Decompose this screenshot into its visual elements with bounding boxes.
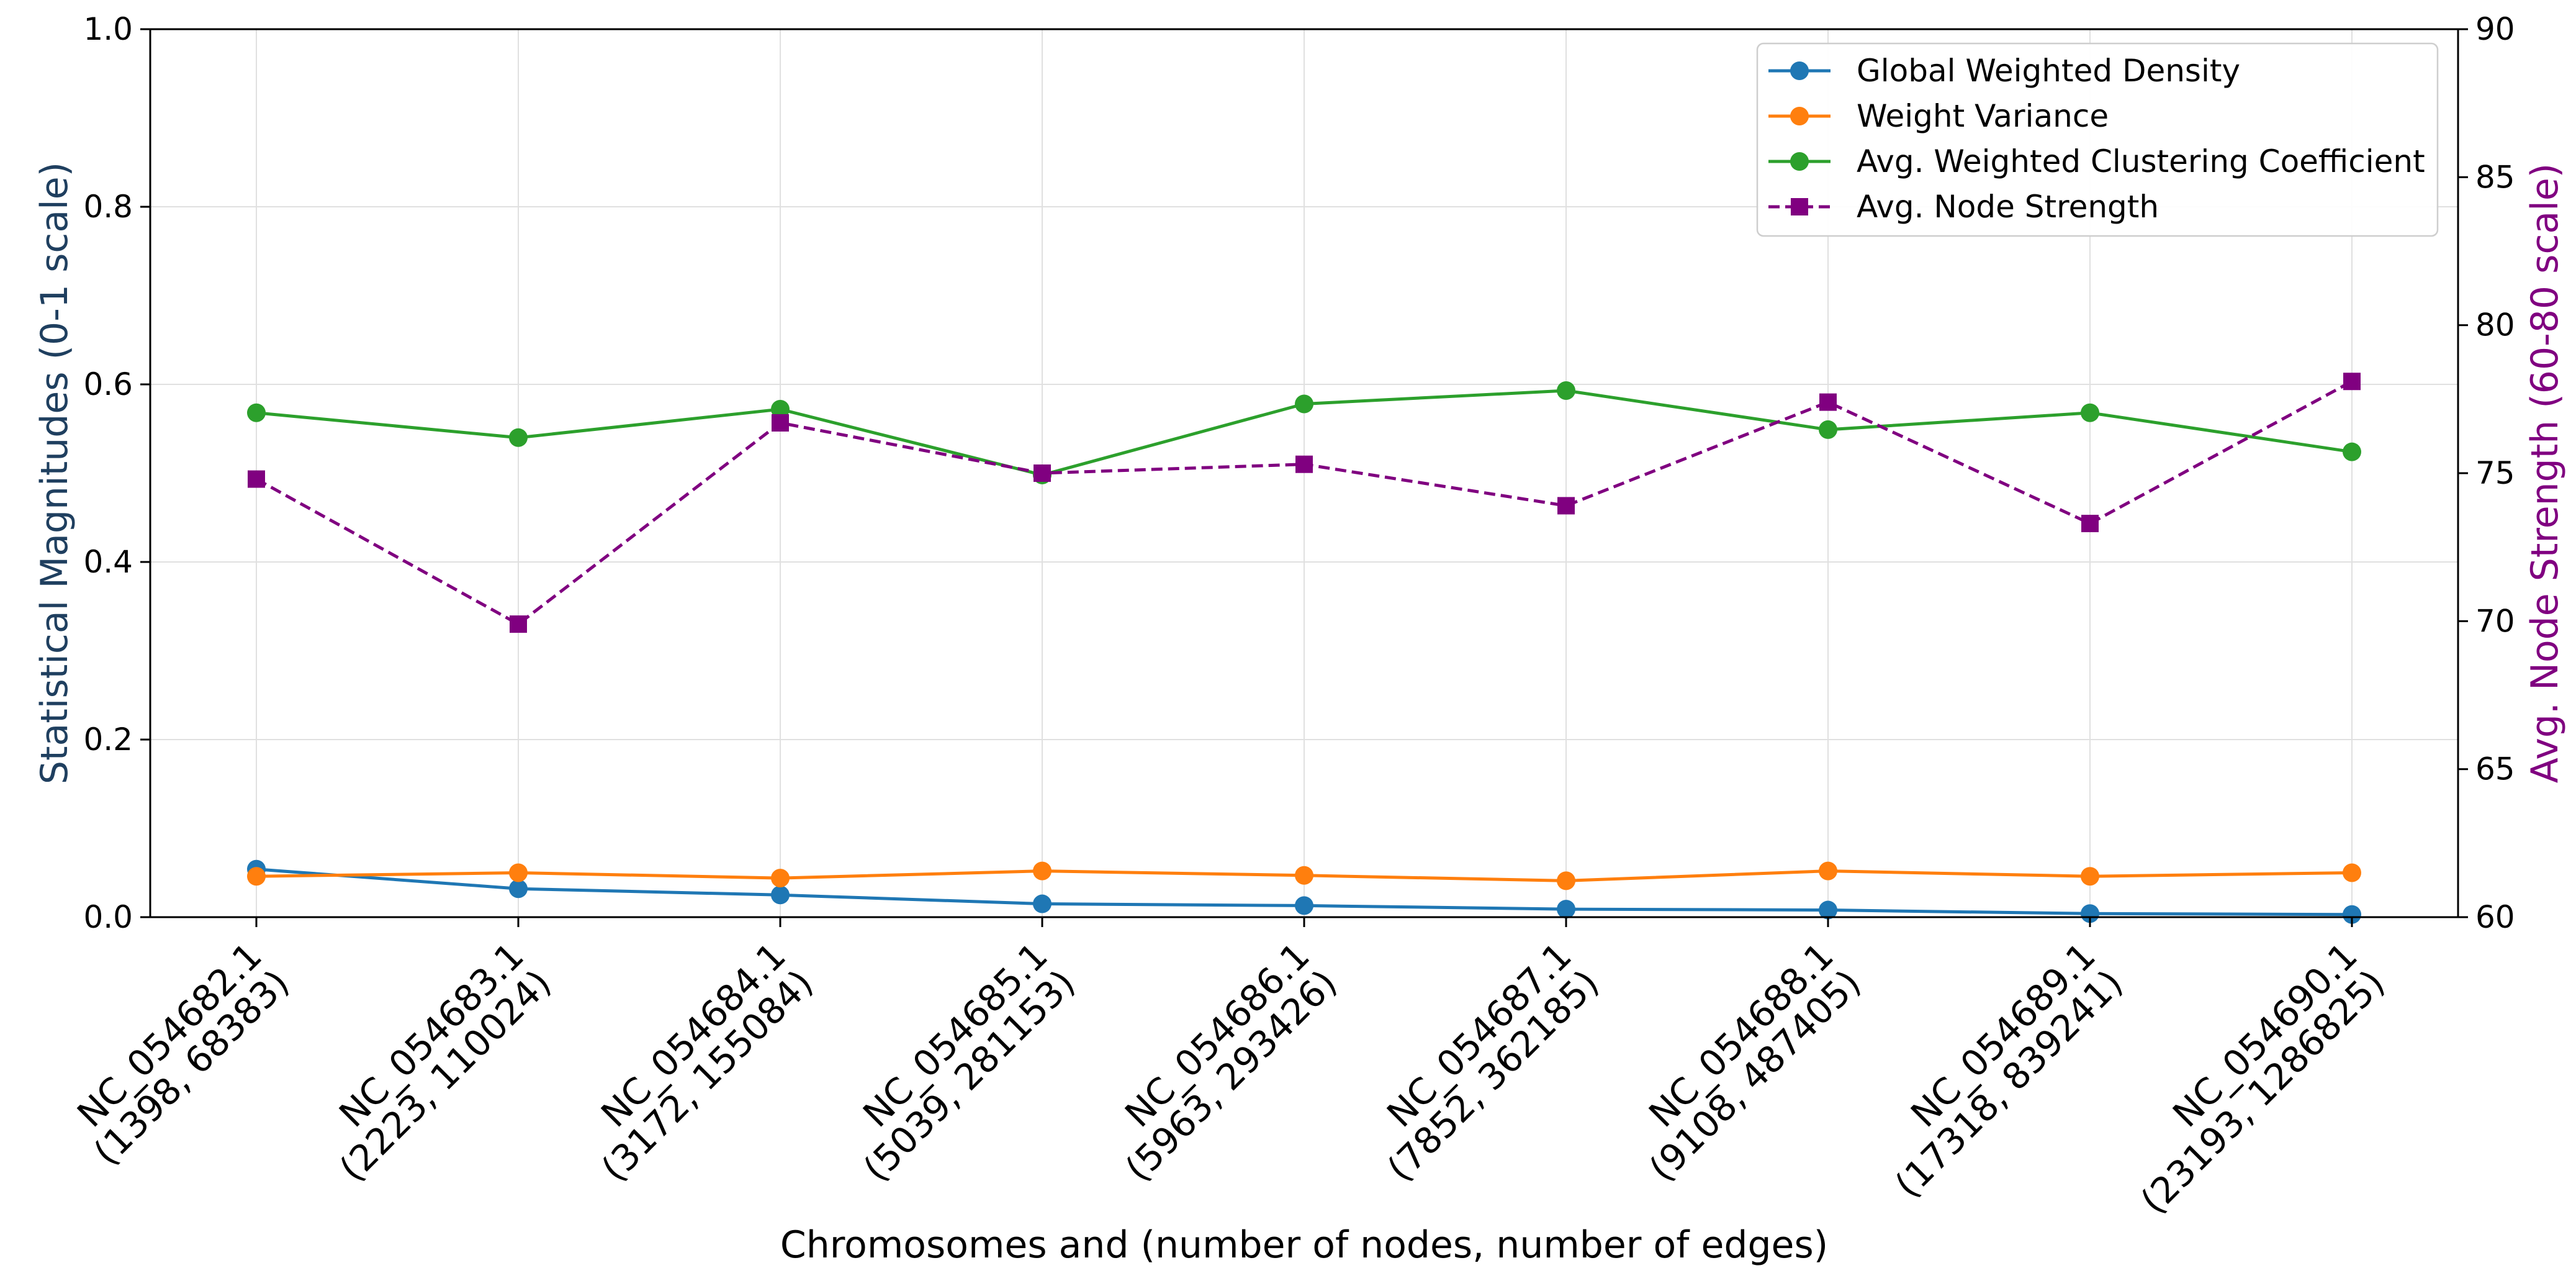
data-point bbox=[771, 869, 790, 888]
legend-label: Avg. Weighted Clustering Coefficient bbox=[1857, 143, 2425, 179]
legend-item: Global Weighted Density bbox=[1768, 53, 2240, 89]
right-y-tick-label: 90 bbox=[2475, 11, 2515, 47]
data-point bbox=[2343, 863, 2361, 882]
right-y-tick-label: 85 bbox=[2475, 159, 2515, 195]
data-point bbox=[1819, 861, 1837, 881]
x-tick-label-line: (23193, 1286825) bbox=[2132, 962, 2392, 1222]
x-tick-label: NC_054684.1(3172, 155084) bbox=[566, 935, 821, 1190]
data-point bbox=[1295, 394, 1313, 414]
right-y-tick-label: 70 bbox=[2475, 603, 2515, 639]
data-point bbox=[1819, 420, 1837, 439]
legend-marker bbox=[1790, 61, 1809, 80]
legend-marker bbox=[1790, 152, 1809, 171]
data-point bbox=[1295, 896, 1313, 915]
x-tick-label: NC_054688.1(9108, 487405) bbox=[1614, 935, 1869, 1190]
data-point bbox=[1557, 871, 1575, 890]
left-y-tick-label: 0.6 bbox=[83, 366, 133, 402]
left-axis-title: Statistical Magnitudes (0-1 scale) bbox=[33, 162, 76, 784]
data-point bbox=[2343, 442, 2361, 461]
data-point bbox=[2343, 373, 2361, 391]
data-point bbox=[509, 428, 528, 447]
data-point bbox=[247, 403, 266, 422]
data-point bbox=[1819, 393, 1837, 411]
right-y-tick-label: 80 bbox=[2475, 307, 2515, 343]
x-tick-label: NC_054686.1(5963, 293426) bbox=[1090, 935, 1345, 1190]
right-axis-title: Avg. Node Strength (60-80 scale) bbox=[2523, 163, 2567, 783]
data-point bbox=[772, 414, 789, 432]
x-tick-label: NC_054682.1(1398, 68383) bbox=[58, 935, 297, 1174]
right-y-tick-label: 65 bbox=[2475, 751, 2515, 787]
legend-marker bbox=[1791, 198, 1808, 215]
data-point bbox=[509, 863, 528, 882]
series-avg-node-strength bbox=[248, 373, 2361, 633]
data-point bbox=[2081, 867, 2099, 886]
data-point bbox=[1033, 894, 1052, 913]
data-point bbox=[1034, 464, 1051, 482]
data-point bbox=[1557, 497, 1575, 515]
x-tick-label: NC_054690.1(23193, 1286825) bbox=[2105, 935, 2393, 1222]
left-y-tick-label: 0.2 bbox=[83, 722, 133, 758]
legend-label: Weight Variance bbox=[1857, 98, 2109, 134]
x-tick-label-line: (17318, 839241) bbox=[1887, 962, 2131, 1206]
data-point bbox=[771, 400, 790, 419]
data-point bbox=[771, 885, 790, 905]
x-tick-label: NC_054687.1(7852, 362185) bbox=[1352, 935, 1607, 1190]
x-tick-label: NC_054685.1(5039, 281153) bbox=[828, 935, 1083, 1190]
right-y-axis: 60 65 70 75 80 85 90 bbox=[2458, 11, 2515, 935]
right-y-tick-label: 60 bbox=[2475, 899, 2515, 935]
x-tick-label: NC_054689.1(17318, 839241) bbox=[1860, 935, 2131, 1206]
legend-frame bbox=[1756, 42, 2439, 237]
x-axis-title: Chromosomes and (number of nodes, number… bbox=[780, 1223, 1828, 1267]
data-point bbox=[1557, 900, 1575, 919]
data-point bbox=[2081, 515, 2099, 533]
data-point bbox=[1295, 866, 1313, 885]
right-y-tick-label: 75 bbox=[2475, 455, 2515, 491]
x-tick-label: NC_054683.1(2223, 110024) bbox=[304, 935, 559, 1190]
left-y-tick-label: 1.0 bbox=[83, 11, 133, 47]
data-point bbox=[248, 470, 265, 488]
data-point bbox=[2081, 403, 2099, 422]
data-point bbox=[509, 879, 528, 899]
data-point bbox=[1033, 861, 1052, 881]
legend-item: Avg. Node Strength bbox=[1768, 189, 2159, 225]
series-layer bbox=[247, 373, 2361, 924]
legend: Global Weighted Density Weight Variance Av… bbox=[1756, 42, 2439, 237]
series-avg-weighted-clustering-coefficient bbox=[247, 381, 2361, 484]
data-point bbox=[1295, 455, 1313, 473]
legend-label: Global Weighted Density bbox=[1857, 53, 2240, 89]
series-global-weighted-density bbox=[247, 859, 2361, 924]
x-axis: NC_054682.1(1398, 68383) NC_054683.1(2223… bbox=[58, 917, 2393, 1222]
left-y-tick-label: 0.4 bbox=[83, 544, 133, 580]
left-y-axis: 0.0 0.2 0.4 0.6 0.8 1.0 bbox=[83, 11, 150, 935]
left-y-tick-label: 0.8 bbox=[83, 189, 133, 225]
data-point bbox=[510, 615, 527, 633]
legend-item: Weight Variance bbox=[1768, 98, 2109, 134]
data-point bbox=[2343, 905, 2361, 924]
series-weight-variance bbox=[247, 861, 2361, 890]
data-point bbox=[1557, 381, 1575, 401]
legend-item: Avg. Weighted Clustering Coefficient bbox=[1768, 143, 2425, 179]
left-y-tick-label: 0.0 bbox=[83, 899, 133, 935]
data-point bbox=[247, 867, 266, 886]
data-point bbox=[1819, 900, 1837, 920]
legend-label: Avg. Node Strength bbox=[1857, 189, 2159, 225]
legend-marker bbox=[1790, 107, 1809, 125]
data-point bbox=[2081, 904, 2099, 923]
